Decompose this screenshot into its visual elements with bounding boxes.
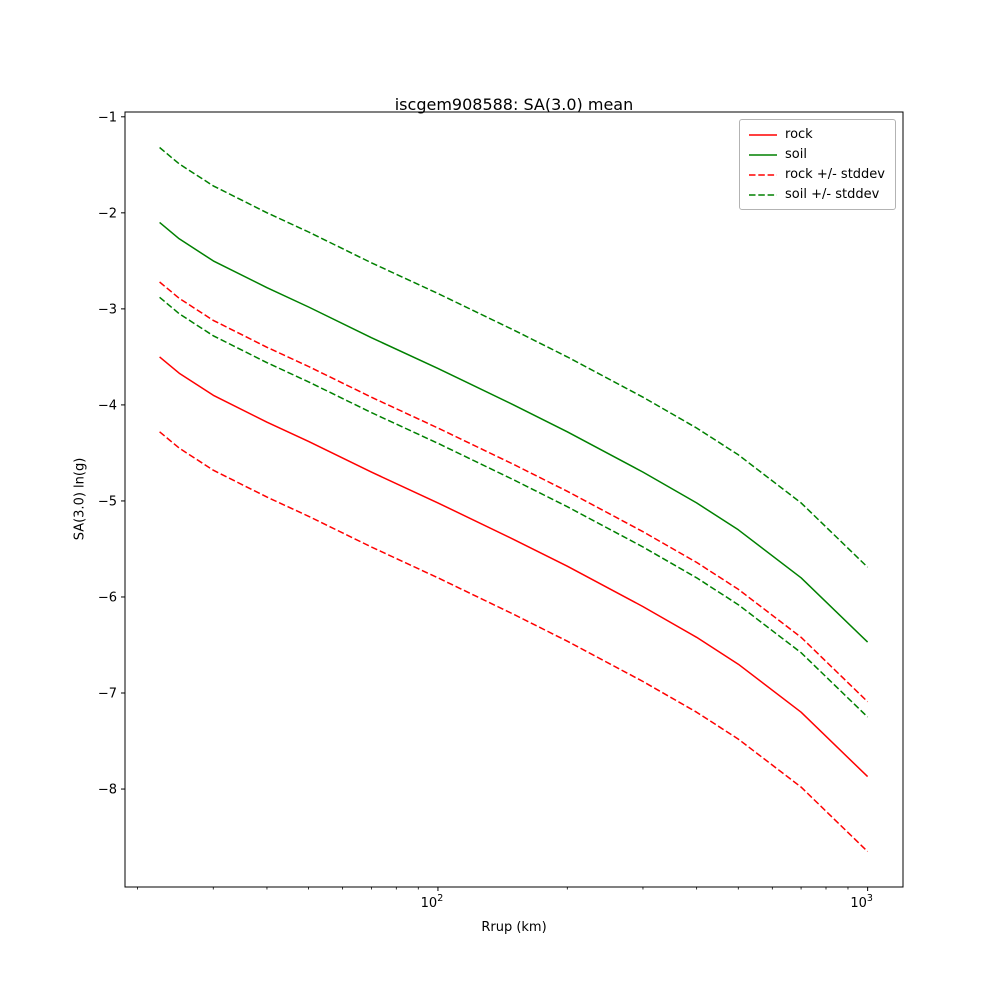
legend-item-rock: rock (749, 127, 885, 142)
legend-label: rock +/- stddev (785, 167, 885, 182)
y-tick-label: −4 (98, 398, 117, 413)
series-line-soil (159, 221, 869, 643)
legend-line-sample (749, 193, 778, 196)
plot-frame (124, 111, 904, 888)
legend-label: rock (785, 127, 813, 142)
y-tick-label: −1 (98, 110, 117, 125)
legend-line-sample (749, 173, 778, 176)
legend-item-rock-stddev: rock +/- stddev (749, 167, 885, 182)
y-tick-label: −3 (98, 302, 117, 317)
series-line-soil-stddev (159, 296, 869, 718)
y-tick-label: −8 (98, 783, 117, 798)
legend-label: soil +/- stddev (785, 187, 880, 202)
legend-item-soil: soil (749, 147, 885, 162)
x-tick-label: 102 (421, 893, 444, 911)
y-tick-label: −7 (98, 687, 117, 702)
legend-line-sample (749, 133, 778, 136)
legend-line-sample (749, 153, 778, 156)
chart-title: iscgem908588: SA(3.0) mean (394, 95, 634, 114)
series-line-rock-stddev (159, 281, 869, 703)
series-line-rock (159, 356, 869, 778)
legend-label: soil (785, 147, 807, 162)
y-tick-label: −2 (98, 206, 117, 221)
y-tick-label: −6 (98, 590, 117, 605)
series-line-rock-stddev (159, 431, 869, 853)
x-tick-label: 103 (850, 893, 873, 911)
x-axis-label: Rrup (km) (481, 920, 547, 935)
legend-item-soil-stddev: soil +/- stddev (749, 187, 885, 202)
y-tick-label: −5 (98, 494, 117, 509)
series-line-soil-stddev (159, 146, 869, 568)
legend: rock soil rock +/- stddev soil +/- stddev (739, 119, 896, 210)
